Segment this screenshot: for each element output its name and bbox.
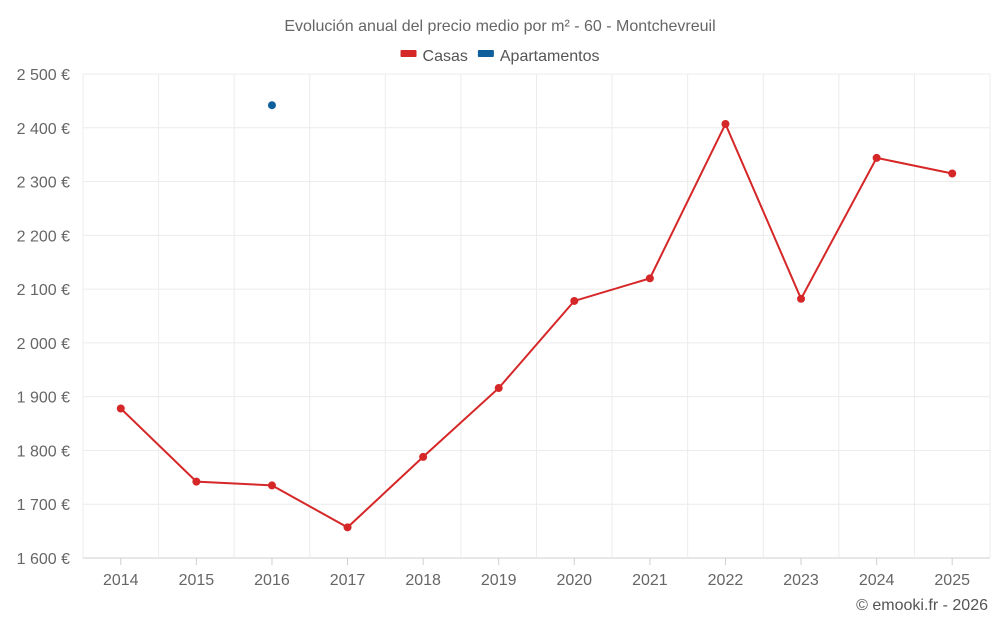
- x-tick-label: 2018: [405, 572, 441, 589]
- legend-swatch-apartamentos[interactable]: [477, 50, 494, 57]
- data-point-casas[interactable]: [267, 481, 276, 490]
- x-tick-label: 2021: [632, 572, 668, 589]
- data-point-casas[interactable]: [494, 384, 503, 393]
- x-tick-label: 2025: [934, 572, 970, 589]
- legend-label-apartamentos[interactable]: Apartamentos: [500, 48, 600, 65]
- data-point-casas[interactable]: [116, 404, 125, 413]
- data-point-casas[interactable]: [343, 523, 352, 532]
- y-tick-label: 2 200 €: [17, 228, 70, 245]
- y-tick-label: 2 300 €: [17, 175, 70, 192]
- y-tick-label: 1 800 €: [17, 443, 70, 460]
- chart-title: Evolución anual del precio medio por m² …: [284, 18, 715, 35]
- x-tick-label: 2024: [859, 572, 895, 589]
- grid: [82, 73, 991, 559]
- x-tick-label: 2017: [330, 572, 366, 589]
- data-point-casas[interactable]: [419, 452, 428, 461]
- y-tick-label: 2 400 €: [17, 121, 70, 138]
- legend-swatch-casas[interactable]: [400, 50, 417, 57]
- x-tick-label: 2022: [708, 572, 744, 589]
- x-tick-label: 2023: [783, 572, 819, 589]
- x-tick-label: 2019: [481, 572, 517, 589]
- data-point-casas[interactable]: [570, 296, 579, 305]
- legend-label-casas[interactable]: Casas: [423, 48, 468, 65]
- y-tick-label: 2 100 €: [17, 282, 70, 299]
- y-tick-label: 1 700 €: [17, 497, 70, 514]
- y-tick-label: 1 600 €: [17, 551, 70, 568]
- data-point-casas[interactable]: [797, 294, 806, 303]
- y-tick-label: 2 000 €: [17, 336, 70, 353]
- series: [116, 101, 957, 532]
- y-tick-label: 1 900 €: [17, 390, 70, 407]
- data-point-casas[interactable]: [948, 169, 957, 178]
- data-point-casas[interactable]: [872, 153, 881, 162]
- x-tick-label: 2016: [254, 572, 290, 589]
- data-point-apartamentos[interactable]: [267, 101, 276, 110]
- data-point-casas[interactable]: [721, 120, 730, 129]
- x-tick-label: 2015: [179, 572, 215, 589]
- x-tick-label: 2020: [556, 572, 592, 589]
- x-tick-label: 2014: [103, 572, 139, 589]
- data-point-casas[interactable]: [645, 274, 654, 283]
- y-axis: 1 600 € 1 700 € 1 800 € 1 900 € 2 000 € 2 100…: [17, 67, 70, 568]
- x-axis: 2014 2015 2016 2017 2018 2019 2020 2021 2022 2023…: [103, 558, 970, 589]
- y-tick-label: 2 500 €: [17, 67, 70, 84]
- series-line-casas: [120, 121, 953, 529]
- credit-text: © emooki.fr - 2026: [856, 597, 988, 614]
- legend[interactable]: Casas Apartamentos: [400, 48, 600, 65]
- data-point-casas[interactable]: [192, 477, 201, 486]
